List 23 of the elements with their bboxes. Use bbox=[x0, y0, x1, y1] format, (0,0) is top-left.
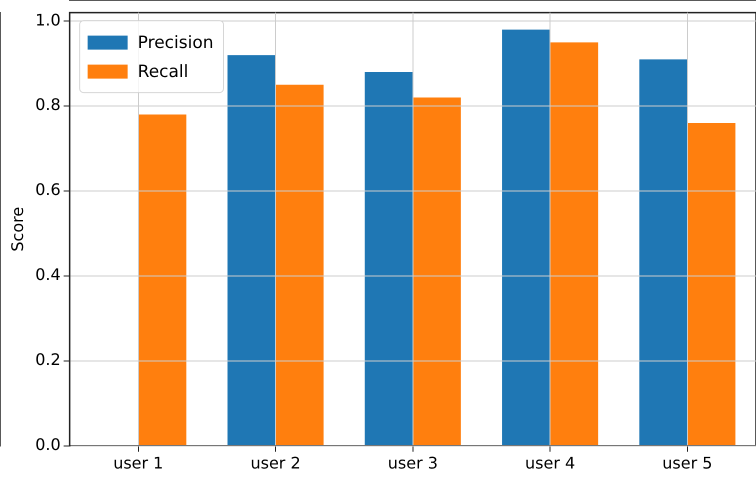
x-tick-label: user 5 bbox=[662, 454, 712, 473]
bar bbox=[228, 55, 276, 446]
legend-label: Recall bbox=[138, 62, 188, 82]
bar bbox=[364, 72, 413, 446]
bar bbox=[276, 84, 324, 446]
y-tick-label: 1.0 bbox=[35, 10, 61, 30]
x-tick-label: user 2 bbox=[250, 454, 301, 473]
y-tick-label: 0.8 bbox=[35, 95, 61, 114]
bar bbox=[639, 59, 688, 446]
x-tick-label: user 3 bbox=[388, 454, 438, 473]
bar bbox=[502, 30, 550, 446]
bar bbox=[687, 123, 736, 446]
x-tick-label: user 1 bbox=[113, 454, 164, 473]
legend-label: Precision bbox=[138, 33, 214, 54]
y-axis-title: Score bbox=[8, 206, 27, 252]
y-tick-label: 0.6 bbox=[35, 180, 61, 200]
bar bbox=[550, 42, 598, 446]
bar bbox=[412, 98, 461, 446]
y-tick-label: 0.4 bbox=[35, 265, 61, 284]
y-tick-label: 0.2 bbox=[35, 350, 61, 370]
bar bbox=[138, 114, 186, 446]
y-tick-label: 0.0 bbox=[35, 434, 61, 454]
x-tick-label: user 4 bbox=[525, 454, 576, 473]
